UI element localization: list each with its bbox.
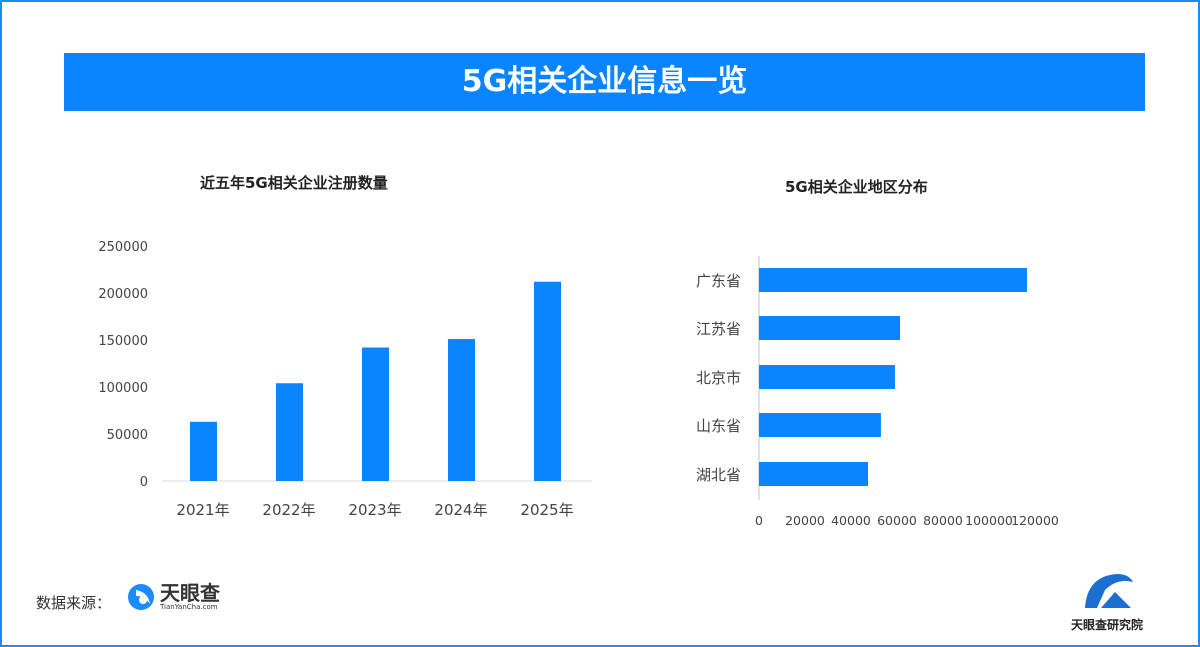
- x-tick-label: 2022年: [262, 501, 315, 519]
- source-name: 天眼查: [160, 581, 220, 605]
- x-tick-label: 120000: [1011, 513, 1059, 528]
- x-tick-label: 40000: [831, 513, 871, 528]
- source-url: TianYanCha.com: [160, 603, 218, 611]
- x-tick-label: 2023年: [348, 501, 401, 519]
- bar-山东省: [759, 413, 881, 437]
- x-tick-label: 2021年: [176, 501, 229, 519]
- bar-2022年: [276, 383, 303, 481]
- x-tick-label: 20000: [785, 513, 825, 528]
- page-title: 5G相关企业信息一览: [64, 53, 1145, 111]
- bar-江苏省: [759, 316, 900, 340]
- y-tick-label: 200000: [98, 287, 148, 302]
- y-tick-label: 湖北省: [696, 466, 741, 484]
- bar-2023年: [362, 347, 389, 481]
- chart-title-regions: 5G相关企业地区分布: [785, 178, 928, 196]
- brand-icon: [1085, 574, 1133, 608]
- bar-湖北省: [759, 462, 869, 486]
- x-tick-label: 60000: [877, 513, 917, 528]
- y-tick-label: 北京市: [696, 369, 741, 387]
- bar-北京市: [759, 365, 895, 389]
- bar-广东省: [759, 268, 1027, 292]
- y-tick-label: 江苏省: [696, 320, 741, 338]
- y-tick-label: 山东省: [696, 417, 741, 435]
- registrations-bar-chart: 0 50000 100000 150000 200000 250000 2021年 2022年…: [98, 240, 592, 519]
- y-tick-label: 250000: [98, 240, 148, 255]
- tianyancha-logo: 天眼查 TianYanCha.com: [126, 582, 220, 612]
- bar-2021年: [190, 421, 217, 481]
- x-tick-label: 2025年: [520, 501, 573, 519]
- y-tick-label: 50000: [107, 428, 148, 443]
- x-tick-label: 100000: [965, 513, 1013, 528]
- y-tick-label: 0: [140, 475, 148, 490]
- tianyancha-icon: [128, 584, 154, 610]
- y-tick-label: 广东省: [696, 272, 741, 290]
- y-tick-label: 150000: [98, 334, 148, 349]
- source-label: 数据来源：: [36, 594, 112, 612]
- x-tick-label: 0: [755, 513, 763, 528]
- chart-title-registrations: 近五年5G相关企业注册数量: [200, 174, 388, 192]
- brand-logo: 天眼查研究院: [1062, 570, 1152, 633]
- y-tick-label: 100000: [98, 381, 148, 396]
- x-tick-label: 2024年: [434, 501, 487, 519]
- bar-2025年: [534, 281, 561, 481]
- x-tick-label: 80000: [923, 513, 963, 528]
- bar-2024年: [448, 339, 475, 481]
- brand-name: 天眼查研究院: [1070, 618, 1143, 632]
